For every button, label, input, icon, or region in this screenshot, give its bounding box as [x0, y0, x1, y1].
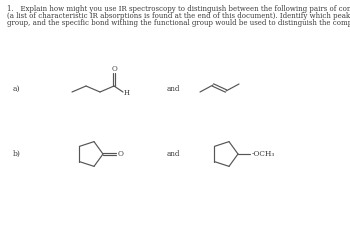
- Text: b): b): [13, 150, 21, 158]
- Text: O: O: [111, 65, 117, 73]
- Text: H: H: [124, 89, 130, 97]
- Text: 1.   Explain how might you use IR spectroscopy to distinguish between the follow: 1. Explain how might you use IR spectros…: [7, 5, 350, 13]
- Text: O: O: [118, 150, 124, 158]
- Text: (a list of characteristic IR absorptions is found at the end of this document). : (a list of characteristic IR absorptions…: [7, 12, 350, 20]
- Text: group, and the specific bond withing the functional group would be used to disti: group, and the specific bond withing the…: [7, 19, 350, 27]
- Text: a): a): [13, 85, 21, 93]
- Text: -OCH₃: -OCH₃: [251, 150, 275, 158]
- Text: and: and: [166, 150, 180, 158]
- Text: and: and: [166, 85, 180, 93]
